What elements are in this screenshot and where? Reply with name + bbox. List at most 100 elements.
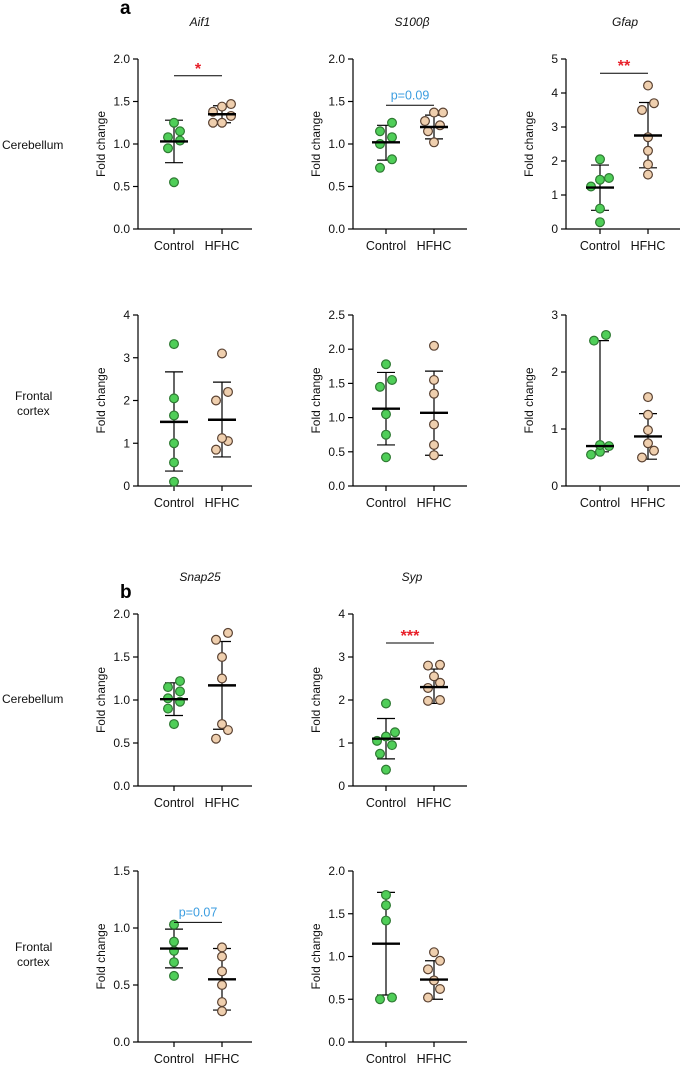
significance-pvalue: p=0.07 — [179, 905, 218, 919]
y-tick-label: 2.0 — [328, 342, 345, 356]
data-point-control — [175, 686, 186, 697]
x-tick-label-hfhc: HFHC — [205, 1052, 240, 1066]
x-tick-label-hfhc: HFHC — [631, 239, 666, 253]
data-point-hfhc — [217, 348, 228, 359]
data-point-control — [169, 719, 180, 730]
data-point-hfhc — [211, 395, 222, 406]
data-point-control — [381, 429, 392, 440]
y-tick-label: 3 — [338, 650, 345, 664]
data-point-control — [375, 748, 386, 759]
chart-aif1-cerebellum: 0.0 0.5 1.0 1.5 2.0 Control HFHC Fold change Aif… — [94, 15, 252, 253]
y-tick-label: 5 — [551, 52, 558, 66]
significance-stars: * — [195, 61, 202, 78]
row-label-cerebellum-a: Cerebellum — [2, 138, 63, 152]
y-tick-label: 2.0 — [328, 864, 345, 878]
data-point-hfhc — [435, 694, 446, 705]
data-point-control — [387, 992, 398, 1003]
data-point-control — [175, 126, 186, 137]
chart-syp-frontal: 0.0 0.5 1.0 1.5 2.0 Control HFHC Fold change — [309, 864, 467, 1066]
data-point-control — [381, 900, 392, 911]
data-point-control — [169, 393, 180, 404]
data-point-control — [387, 132, 398, 143]
data-point-hfhc — [423, 660, 434, 671]
y-tick-label: 0 — [551, 479, 558, 493]
y-tick-label: 1.5 — [328, 376, 345, 390]
y-tick-label: 0 — [338, 779, 345, 793]
data-point-hfhc — [429, 107, 440, 118]
data-point-hfhc — [642, 409, 653, 420]
data-point-hfhc — [217, 951, 228, 962]
x-tick-label-hfhc: HFHC — [205, 796, 240, 810]
x-tick-label-control: Control — [366, 1052, 406, 1066]
data-point-hfhc — [423, 992, 434, 1003]
y-tick-label: 1 — [338, 736, 345, 750]
data-point-hfhc — [211, 444, 222, 455]
data-point-hfhc — [223, 725, 234, 736]
y-tick-label: 1.5 — [113, 864, 130, 878]
data-point-control — [169, 970, 180, 981]
chart-title: Gfap — [612, 15, 638, 29]
data-point-control — [169, 936, 180, 947]
data-point-hfhc — [223, 386, 234, 397]
y-tick-label: 1.0 — [328, 137, 345, 151]
y-tick-label: 1.0 — [328, 950, 345, 964]
y-tick-label: 1.0 — [113, 137, 130, 151]
y-tick-label: 0.0 — [328, 1035, 345, 1049]
data-point-control — [375, 139, 386, 150]
y-tick-label: 4 — [338, 607, 345, 621]
data-point-control — [594, 203, 605, 214]
x-tick-label-control: Control — [366, 496, 406, 510]
data-point-hfhc — [435, 983, 446, 994]
y-tick-label: 1.5 — [328, 95, 345, 109]
y-tick-label: 0 — [551, 222, 558, 236]
y-tick-label: 0.5 — [113, 180, 130, 194]
data-point-hfhc — [217, 673, 228, 684]
data-point-hfhc — [429, 439, 440, 450]
row-label-frontal-b-line2: cortex — [17, 955, 50, 969]
data-point-control — [381, 915, 392, 926]
y-tick-label: 1.5 — [113, 650, 130, 664]
data-point-hfhc — [648, 445, 659, 456]
chart-title: S100β — [395, 15, 430, 29]
data-point-hfhc — [217, 101, 228, 112]
data-point-hfhc — [642, 392, 653, 403]
data-point-hfhc — [420, 116, 431, 127]
data-point-hfhc — [223, 627, 234, 638]
data-point-control — [381, 698, 392, 709]
y-tick-label: 1 — [551, 188, 558, 202]
data-point-hfhc — [435, 659, 446, 670]
y-tick-label: 0.5 — [328, 992, 345, 1006]
data-point-control — [169, 339, 180, 350]
y-tick-label: 1.0 — [113, 921, 130, 935]
data-point-hfhc — [438, 107, 449, 118]
y-tick-label: 0.5 — [328, 445, 345, 459]
data-point-control — [375, 162, 386, 173]
data-point-hfhc — [435, 955, 446, 966]
data-point-control — [375, 381, 386, 392]
data-point-control — [169, 457, 180, 468]
chart-title: Aif1 — [189, 15, 211, 29]
data-point-hfhc — [429, 374, 440, 385]
data-point-hfhc — [435, 120, 446, 131]
data-point-hfhc — [217, 997, 228, 1008]
data-point-hfhc — [217, 719, 228, 730]
data-point-control — [169, 117, 180, 128]
data-point-control — [169, 438, 180, 449]
data-point-control — [387, 154, 398, 165]
chart-s100b-cerebellum: 0.0 0.5 1.0 1.5 2.0 Control HFHC Fold change S10… — [309, 15, 467, 253]
data-point-control — [387, 117, 398, 128]
data-point-control — [169, 957, 180, 968]
data-point-control — [588, 335, 599, 346]
y-tick-label: 1.0 — [328, 411, 345, 425]
y-tick-label: 2.0 — [328, 52, 345, 66]
data-point-hfhc — [636, 104, 647, 115]
data-point-control — [163, 703, 174, 714]
chart-title: Snap25 — [179, 570, 221, 584]
y-tick-label: 2 — [551, 154, 558, 168]
data-point-hfhc — [423, 695, 434, 706]
y-tick-label: 0.5 — [113, 736, 130, 750]
x-tick-label-hfhc: HFHC — [417, 796, 452, 810]
y-tick-label: 3 — [551, 308, 558, 322]
charts-container: 0.0 0.5 1.0 1.5 2.0 Control HFHC Fold change Aif… — [94, 15, 680, 1066]
